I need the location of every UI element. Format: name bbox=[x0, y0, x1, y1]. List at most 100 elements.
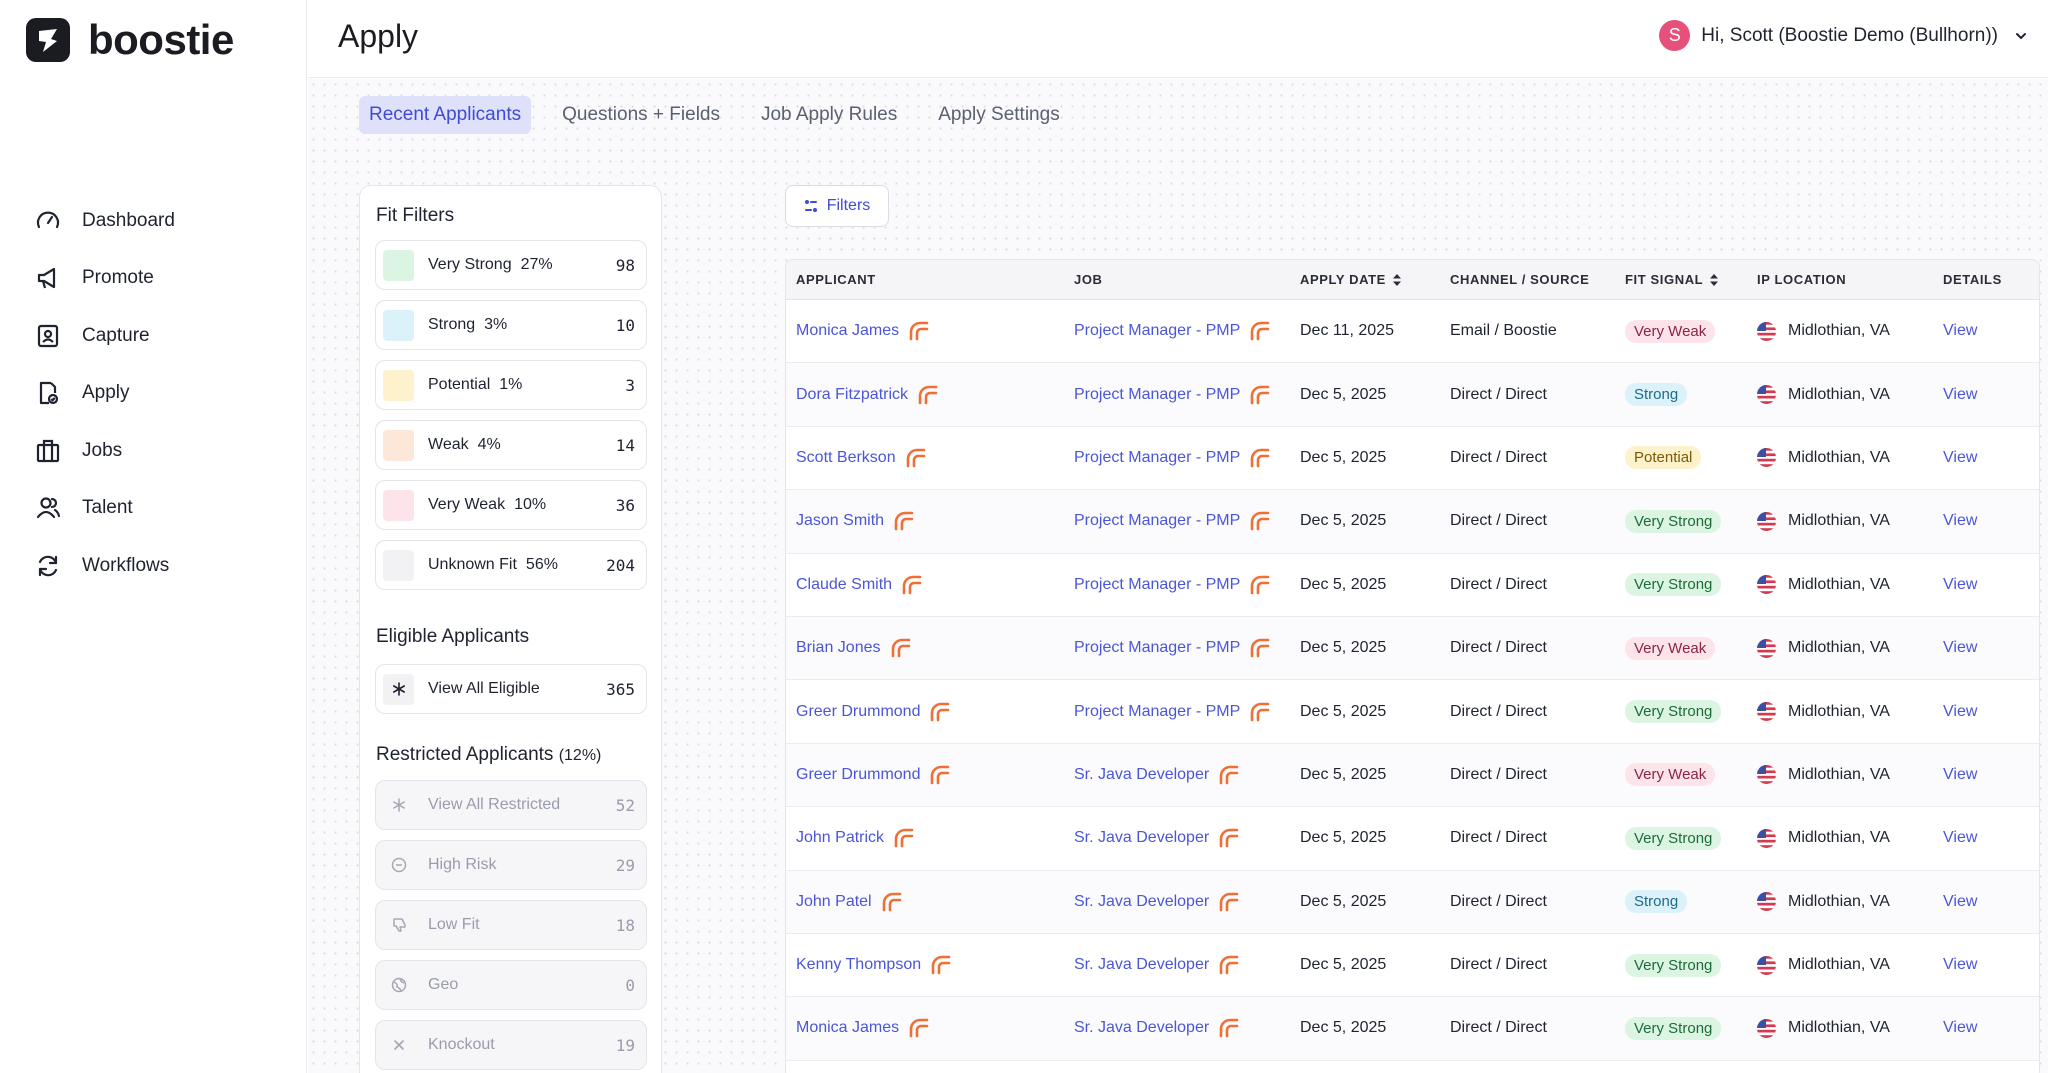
col-applicant[interactable]: APPLICANT bbox=[796, 272, 876, 287]
view-details-link[interactable]: View bbox=[1943, 956, 1978, 974]
view-details-link[interactable]: View bbox=[1943, 702, 1978, 720]
col-channel[interactable]: CHANNEL / SOURCE bbox=[1450, 272, 1590, 287]
bullhorn-icon[interactable] bbox=[905, 447, 927, 469]
nav-item-jobs[interactable]: Jobs bbox=[34, 422, 175, 480]
view-details-link[interactable]: View bbox=[1943, 448, 1978, 466]
main-content: Recent Applicants Questions + Fields Job… bbox=[308, 79, 2048, 1073]
job-title-link[interactable]: Project Manager - PMP bbox=[1074, 702, 1241, 720]
job-title-link[interactable]: Sr. Java Developer bbox=[1074, 956, 1210, 974]
applicant-name-link[interactable]: Kenny Thompson bbox=[796, 956, 922, 974]
fit-filter-item[interactable]: Weak 4% 14 bbox=[375, 420, 647, 470]
view-details-link[interactable]: View bbox=[1943, 322, 1978, 340]
job-title-link[interactable]: Sr. Java Developer bbox=[1074, 829, 1210, 847]
nav-item-apply[interactable]: Apply bbox=[34, 365, 175, 423]
bullhorn-icon[interactable] bbox=[1218, 764, 1240, 786]
nav-item-promote[interactable]: Promote bbox=[34, 250, 175, 308]
tab-questions-fields[interactable]: Questions + Fields bbox=[562, 104, 720, 125]
applicant-name-link[interactable]: Dora Fitzpatrick bbox=[796, 385, 909, 403]
tab-apply-settings[interactable]: Apply Settings bbox=[938, 104, 1060, 125]
fit-signal-badge: Very Strong bbox=[1625, 573, 1722, 597]
bullhorn-icon[interactable] bbox=[1218, 1017, 1240, 1039]
bullhorn-icon[interactable] bbox=[901, 574, 923, 596]
job-title-link[interactable]: Project Manager - PMP bbox=[1074, 448, 1241, 466]
applicant-name-link[interactable]: John Patel bbox=[796, 892, 872, 910]
user-menu[interactable]: S Hi, Scott (Boostie Demo (Bullhorn)) bbox=[1659, 20, 2028, 51]
bullhorn-icon[interactable] bbox=[1249, 447, 1271, 469]
nav-item-capture[interactable]: Capture bbox=[34, 307, 175, 365]
applicant-name-link[interactable]: Jason Smith bbox=[796, 512, 885, 530]
restricted-filter-item[interactable]: Knockout 19 bbox=[375, 1020, 647, 1070]
details-cell: View bbox=[1933, 512, 2013, 530]
bullhorn-icon[interactable] bbox=[1218, 891, 1240, 913]
applicant-name-link[interactable]: Brian Jones bbox=[796, 639, 881, 657]
view-details-link[interactable]: View bbox=[1943, 512, 1978, 530]
nav-item-talent[interactable]: Talent bbox=[34, 480, 175, 538]
applicant-name-link[interactable]: Greer Drummond bbox=[796, 765, 921, 783]
bullhorn-icon[interactable] bbox=[917, 384, 939, 406]
applicant-name-link[interactable]: Greer Drummond bbox=[796, 702, 921, 720]
channel-source: Direct / Direct bbox=[1450, 1019, 1547, 1037]
bullhorn-icon[interactable] bbox=[1249, 384, 1271, 406]
applicant-name-link[interactable]: John Patrick bbox=[796, 829, 885, 847]
filters-button[interactable]: Filters bbox=[785, 185, 889, 227]
view-details-link[interactable]: View bbox=[1943, 892, 1978, 910]
channel-source: Direct / Direct bbox=[1450, 702, 1547, 720]
fit-filter-item[interactable]: Strong 3% 10 bbox=[375, 300, 647, 350]
bullhorn-icon[interactable] bbox=[893, 827, 915, 849]
bullhorn-icon[interactable] bbox=[1218, 954, 1240, 976]
job-title-link[interactable]: Project Manager - PMP bbox=[1074, 322, 1241, 340]
fit-filter-item[interactable]: Very Strong 27% 98 bbox=[375, 240, 647, 290]
bullhorn-icon[interactable] bbox=[1249, 701, 1271, 723]
job-title-link[interactable]: Sr. Java Developer bbox=[1074, 765, 1210, 783]
view-details-link[interactable]: View bbox=[1943, 829, 1978, 847]
applicant-name-link[interactable]: Scott Berkson bbox=[796, 448, 896, 466]
col-apply-date[interactable]: APPLY DATE bbox=[1300, 272, 1450, 287]
filter-view-all-eligible[interactable]: View All Eligible 365 bbox=[375, 664, 647, 714]
brand-logo[interactable]: boostie bbox=[26, 16, 234, 64]
fit-filter-item[interactable]: Potential 1% 3 bbox=[375, 360, 647, 410]
job-title-link[interactable]: Sr. Java Developer bbox=[1074, 1019, 1210, 1037]
fit-signal-badge: Strong bbox=[1625, 890, 1688, 914]
restricted-filter-item[interactable]: View All Restricted 52 bbox=[375, 780, 647, 830]
col-job[interactable]: JOB bbox=[1074, 272, 1103, 287]
bullhorn-icon[interactable] bbox=[908, 320, 930, 342]
bullhorn-icon[interactable] bbox=[930, 954, 952, 976]
nav-item-workflows[interactable]: Workflows bbox=[34, 537, 175, 595]
job-title-link[interactable]: Sr. Java Developer bbox=[1074, 892, 1210, 910]
job-title-link[interactable]: Project Manager - PMP bbox=[1074, 385, 1241, 403]
job-cell: Sr. Java Developer bbox=[1074, 954, 1300, 976]
bullhorn-icon[interactable] bbox=[890, 637, 912, 659]
fit-filter-item[interactable]: Very Weak 10% 36 bbox=[375, 480, 647, 530]
bullhorn-icon[interactable] bbox=[893, 510, 915, 532]
bullhorn-icon[interactable] bbox=[881, 891, 903, 913]
view-details-link[interactable]: View bbox=[1943, 765, 1978, 783]
fit-filter-item[interactable]: Unknown Fit 56% 204 bbox=[375, 540, 647, 590]
job-title-link[interactable]: Project Manager - PMP bbox=[1074, 512, 1241, 530]
job-title-link[interactable]: Project Manager - PMP bbox=[1074, 575, 1241, 593]
restricted-filter-item[interactable]: Low Fit 18 bbox=[375, 900, 647, 950]
bullhorn-icon[interactable] bbox=[908, 1017, 930, 1039]
bullhorn-icon[interactable] bbox=[929, 764, 951, 786]
col-ip-location[interactable]: IP LOCATION bbox=[1757, 272, 1847, 287]
bullhorn-icon[interactable] bbox=[1249, 510, 1271, 532]
applicant-name-link[interactable]: Claude Smith bbox=[796, 575, 893, 593]
bullhorn-icon[interactable] bbox=[929, 701, 951, 723]
job-title-link[interactable]: Project Manager - PMP bbox=[1074, 639, 1241, 657]
fit-signal-cell: Very Weak bbox=[1625, 763, 1757, 787]
view-details-link[interactable]: View bbox=[1943, 639, 1978, 657]
applicant-name-link[interactable]: Monica James bbox=[796, 322, 900, 340]
nav-item-dashboard[interactable]: Dashboard bbox=[34, 192, 175, 250]
tab-recent-applicants[interactable]: Recent Applicants bbox=[359, 96, 532, 134]
applicant-name-link[interactable]: Monica James bbox=[796, 1019, 900, 1037]
bullhorn-icon[interactable] bbox=[1249, 574, 1271, 596]
tab-job-apply-rules[interactable]: Job Apply Rules bbox=[760, 104, 898, 125]
restricted-filter-item[interactable]: Geo 0 bbox=[375, 960, 647, 1010]
restricted-filter-item[interactable]: High Risk 29 bbox=[375, 840, 647, 890]
col-fit-signal[interactable]: FIT SIGNAL bbox=[1625, 272, 1757, 287]
bullhorn-icon[interactable] bbox=[1249, 637, 1271, 659]
bullhorn-icon[interactable] bbox=[1249, 320, 1271, 342]
view-details-link[interactable]: View bbox=[1943, 385, 1978, 403]
view-details-link[interactable]: View bbox=[1943, 575, 1978, 593]
view-details-link[interactable]: View bbox=[1943, 1019, 1978, 1037]
bullhorn-icon[interactable] bbox=[1218, 827, 1240, 849]
